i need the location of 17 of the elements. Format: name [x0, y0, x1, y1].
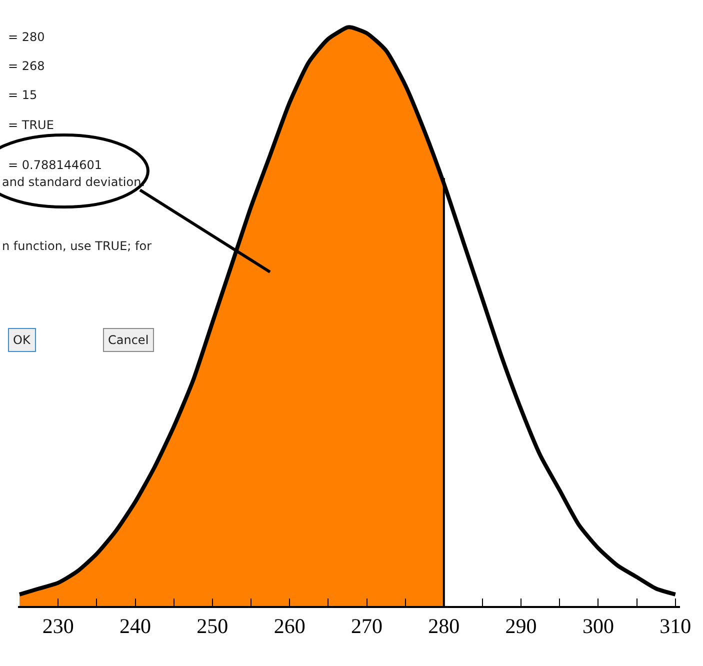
annotation: Cancel	[108, 333, 149, 347]
annotation: OK	[13, 333, 32, 347]
x-tick-label: 260	[274, 614, 306, 638]
x-tick-label: 310	[660, 614, 692, 638]
x-tick-label: 300	[582, 614, 614, 638]
x-tick-label: 290	[505, 614, 537, 638]
annotation: = 268	[8, 59, 45, 73]
annotation: n function, use TRUE; for	[2, 239, 152, 253]
annotation: = 0.788144601	[8, 158, 102, 172]
annotation: = TRUE	[8, 118, 54, 132]
x-tick-label: 240	[120, 614, 152, 638]
x-tick-label: 230	[42, 614, 74, 638]
x-tick-label: 250	[196, 614, 228, 638]
x-tick-label: 280	[428, 614, 460, 638]
annotation: = 280	[8, 30, 45, 44]
annotation: = 15	[8, 88, 38, 102]
x-tick-label: 270	[351, 614, 382, 638]
